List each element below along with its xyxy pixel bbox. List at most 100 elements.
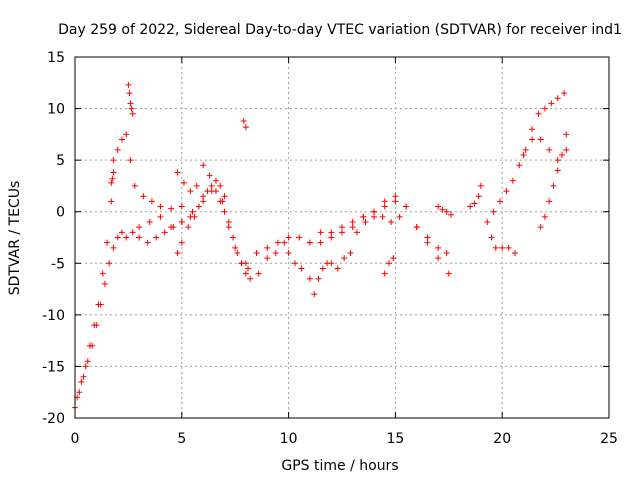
data-point bbox=[110, 169, 117, 176]
y-tick-label: -15 bbox=[42, 359, 65, 375]
data-point bbox=[178, 219, 185, 226]
points-layer bbox=[72, 81, 570, 411]
data-point bbox=[484, 219, 491, 226]
series-track-d bbox=[136, 188, 288, 282]
data-point bbox=[76, 389, 83, 396]
data-point bbox=[339, 229, 345, 236]
data-point bbox=[512, 249, 519, 256]
data-point bbox=[371, 213, 378, 220]
x-tick-label: 20 bbox=[493, 431, 511, 447]
data-point bbox=[317, 229, 324, 236]
data-point bbox=[208, 182, 215, 189]
data-point bbox=[170, 224, 177, 231]
data-point bbox=[82, 363, 89, 370]
x-tick-label: 25 bbox=[600, 431, 618, 447]
data-point bbox=[360, 213, 367, 220]
data-point bbox=[306, 275, 313, 282]
y-tick-label: 5 bbox=[56, 153, 65, 169]
data-point bbox=[349, 219, 356, 226]
data-point bbox=[225, 219, 232, 226]
data-point bbox=[253, 249, 260, 256]
data-point bbox=[554, 167, 561, 174]
data-point bbox=[140, 193, 147, 200]
data-point bbox=[114, 146, 121, 153]
data-point bbox=[274, 239, 281, 246]
data-point bbox=[232, 244, 239, 251]
data-point bbox=[212, 177, 219, 184]
data-point bbox=[292, 260, 299, 267]
data-point bbox=[315, 275, 322, 282]
data-point bbox=[178, 203, 185, 210]
data-point bbox=[477, 182, 484, 189]
data-point bbox=[80, 373, 87, 380]
data-point bbox=[424, 239, 431, 246]
data-point bbox=[219, 198, 226, 205]
series-track-c bbox=[108, 81, 249, 186]
data-point bbox=[153, 234, 160, 241]
data-point bbox=[128, 105, 135, 112]
data-point bbox=[86, 342, 93, 349]
data-point bbox=[390, 255, 397, 262]
data-point bbox=[306, 239, 313, 246]
data-point bbox=[108, 179, 115, 186]
data-point bbox=[136, 224, 143, 231]
data-point bbox=[447, 211, 454, 218]
data-point bbox=[497, 198, 504, 205]
data-point bbox=[546, 146, 553, 153]
data-point bbox=[392, 198, 399, 205]
data-point bbox=[317, 239, 324, 246]
x-tick-label: 10 bbox=[280, 431, 298, 447]
data-point bbox=[125, 81, 132, 88]
data-point bbox=[84, 358, 91, 365]
data-point bbox=[281, 239, 288, 246]
data-point bbox=[174, 169, 181, 176]
data-point bbox=[319, 265, 326, 272]
data-point bbox=[535, 110, 542, 117]
data-point bbox=[136, 234, 143, 241]
data-point bbox=[339, 224, 345, 231]
data-point bbox=[114, 234, 121, 241]
data-point bbox=[99, 270, 106, 277]
data-point bbox=[247, 275, 254, 282]
series-track-i bbox=[306, 193, 450, 256]
data-point bbox=[311, 291, 318, 298]
data-point bbox=[193, 182, 200, 189]
data-point bbox=[505, 244, 512, 251]
data-point bbox=[509, 177, 516, 184]
data-point bbox=[537, 224, 544, 231]
data-point bbox=[328, 234, 335, 241]
data-point bbox=[144, 239, 151, 246]
data-point bbox=[108, 198, 115, 205]
data-point bbox=[123, 234, 130, 241]
data-point bbox=[106, 260, 113, 267]
data-point bbox=[435, 244, 442, 251]
data-point bbox=[234, 249, 241, 256]
data-point bbox=[443, 249, 450, 256]
x-tick-label: 0 bbox=[71, 431, 80, 447]
data-point bbox=[127, 157, 134, 164]
data-point bbox=[488, 234, 495, 241]
data-point bbox=[185, 224, 192, 231]
data-point bbox=[435, 255, 442, 262]
x-tick-label: 5 bbox=[177, 431, 186, 447]
data-point bbox=[403, 203, 410, 210]
data-point bbox=[126, 90, 133, 97]
data-point bbox=[118, 136, 125, 143]
data-point bbox=[541, 213, 548, 220]
data-point bbox=[110, 244, 117, 251]
data-point bbox=[180, 179, 187, 186]
data-point bbox=[537, 136, 544, 143]
series-track-f bbox=[174, 182, 228, 256]
series-track-m bbox=[537, 131, 570, 231]
data-point bbox=[129, 229, 136, 236]
data-point bbox=[264, 244, 271, 251]
data-point bbox=[563, 146, 570, 153]
data-point bbox=[230, 234, 237, 241]
data-point bbox=[471, 200, 478, 207]
data-point bbox=[200, 198, 207, 205]
data-point bbox=[200, 162, 207, 169]
data-point bbox=[492, 244, 499, 251]
data-point bbox=[131, 182, 138, 189]
data-point bbox=[520, 151, 527, 158]
